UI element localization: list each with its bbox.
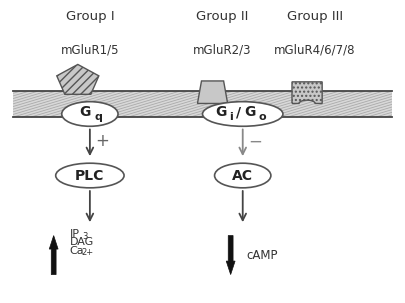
Text: 2+: 2+ [81, 248, 93, 257]
Polygon shape [198, 81, 228, 103]
Text: i: i [230, 112, 233, 122]
Text: 3: 3 [83, 232, 88, 241]
Text: DAG: DAG [70, 237, 94, 247]
Text: Ca: Ca [70, 245, 84, 255]
Text: IP: IP [70, 229, 80, 239]
Polygon shape [57, 65, 99, 94]
PathPatch shape [292, 82, 322, 103]
Text: q: q [95, 112, 102, 122]
Text: PLC: PLC [75, 168, 104, 182]
Bar [13, 92, 392, 117]
Text: cAMP: cAMP [247, 248, 278, 261]
Text: Group II: Group II [196, 10, 249, 23]
Text: G: G [215, 105, 226, 119]
Ellipse shape [56, 163, 124, 188]
Text: /: / [236, 105, 241, 119]
Text: G: G [79, 105, 91, 119]
Text: +: + [95, 132, 109, 150]
Ellipse shape [215, 163, 271, 188]
Text: o: o [258, 112, 266, 122]
Polygon shape [226, 235, 235, 275]
Text: mGluR1/5: mGluR1/5 [61, 43, 119, 56]
Text: AC: AC [232, 168, 253, 182]
Text: −: − [248, 132, 262, 150]
Text: mGluR4/6/7/8: mGluR4/6/7/8 [274, 43, 356, 56]
Polygon shape [49, 235, 58, 275]
Ellipse shape [202, 102, 283, 126]
Text: mGluR2/3: mGluR2/3 [193, 43, 252, 56]
Text: Group III: Group III [287, 10, 343, 23]
Ellipse shape [62, 102, 118, 126]
Text: Group I: Group I [66, 10, 114, 23]
Text: G: G [244, 105, 256, 119]
